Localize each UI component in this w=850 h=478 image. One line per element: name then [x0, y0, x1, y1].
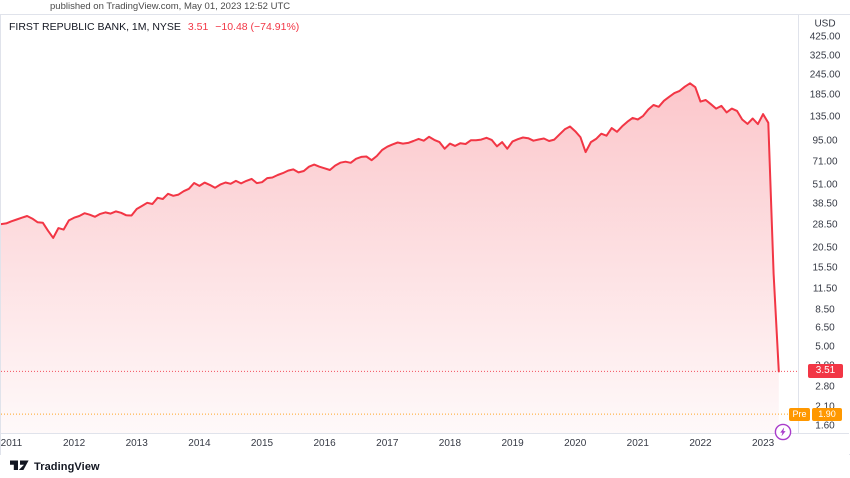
- price-axis-label: 6.50: [815, 322, 835, 334]
- price-axis-label: 11.50: [812, 283, 838, 295]
- time-axis-label: 2013: [125, 438, 148, 449]
- price-axis-label: 2.10: [799, 402, 850, 413]
- price-chart-pane[interactable]: FIRST REPUBLIC BANK, 1M, NYSE 3.51 −10.4…: [1, 15, 798, 433]
- tradingview-logo-icon: [10, 458, 29, 476]
- premarket-lightning-icon[interactable]: [774, 423, 792, 441]
- time-axis-label: 2022: [689, 438, 712, 449]
- chart-legend[interactable]: FIRST REPUBLIC BANK, 1M, NYSE 3.51 −10.4…: [9, 21, 303, 33]
- price-axis-label: 51.00: [812, 179, 838, 191]
- published-bar: published on TradingView.com, May 01, 20…: [0, 0, 850, 14]
- time-axis-label: 2017: [376, 438, 399, 449]
- legend-last-price: 3.51: [187, 21, 209, 33]
- price-axis-label: 135.00: [809, 111, 841, 123]
- price-axis-label: 425.00: [809, 31, 841, 43]
- symbol-title[interactable]: FIRST REPUBLIC BANK, 1M, NYSE: [9, 21, 181, 33]
- price-axis-label: 1.60: [815, 420, 835, 432]
- last-price-badge-value: 3.51: [815, 365, 836, 377]
- price-axis-label: 5.00: [815, 341, 835, 353]
- price-axis-label: 8.50: [815, 304, 835, 316]
- time-axis-label: 2019: [501, 438, 524, 449]
- time-axis-label: 2021: [626, 438, 649, 449]
- tradingview-brand[interactable]: TradingView: [10, 455, 100, 478]
- premarket-label-badge: Pre: [789, 407, 810, 421]
- price-axis-unit: USD: [814, 18, 836, 30]
- area-chart[interactable]: [1, 15, 798, 433]
- time-axis-label: 2011: [0, 438, 23, 449]
- time-axis-label: 2018: [438, 438, 462, 449]
- price-axis-label: 20.50: [812, 242, 838, 254]
- price-axis-label: 28.50: [812, 219, 838, 231]
- time-axis-label: 2023: [751, 438, 775, 449]
- price-axis-label: 185.00: [809, 89, 841, 101]
- premarket-price-badge: 1.90: [812, 407, 842, 421]
- published-text: published on TradingView.com, May 01, 20…: [50, 1, 291, 12]
- chart-card: FIRST REPUBLIC BANK, 1M, NYSE 3.51 −10.4…: [0, 14, 850, 455]
- footer-bar: TradingView: [0, 455, 850, 478]
- time-axis-label: 2020: [564, 438, 587, 449]
- footer-brand-text: TradingView: [34, 460, 100, 473]
- price-axis-label: 245.00: [809, 69, 841, 81]
- last-price-badge: 3.51: [808, 364, 843, 379]
- price-axis-label: 325.00: [809, 50, 841, 62]
- time-axis-label: 2015: [250, 438, 274, 449]
- price-axis[interactable]: 3.51 USD 425.00 325.00 245.00 185.00 135.00 95…: [798, 15, 850, 454]
- area-fill: [1, 83, 779, 433]
- time-axis-label: 2016: [313, 438, 336, 449]
- price-axis-label: 38.50: [812, 198, 838, 210]
- price-axis-label: 71.00: [812, 156, 838, 168]
- price-line: [1, 82, 780, 373]
- price-axis-label: 95.00: [812, 135, 838, 147]
- legend-change: −10.48 (−74.91%): [215, 21, 300, 33]
- time-axis-label: 2014: [188, 438, 211, 449]
- price-axis-label: 2.80: [815, 381, 835, 393]
- time-axis[interactable]: 2011 2012 2013 2014 2015 2016 2017 2018 2019 2020…: [1, 433, 849, 455]
- premarket-price-value: 1.90: [818, 408, 836, 419]
- time-axis-label: 2012: [62, 438, 86, 449]
- price-axis-label: 15.50: [812, 262, 838, 274]
- premarket-label-text: Pre: [792, 408, 807, 419]
